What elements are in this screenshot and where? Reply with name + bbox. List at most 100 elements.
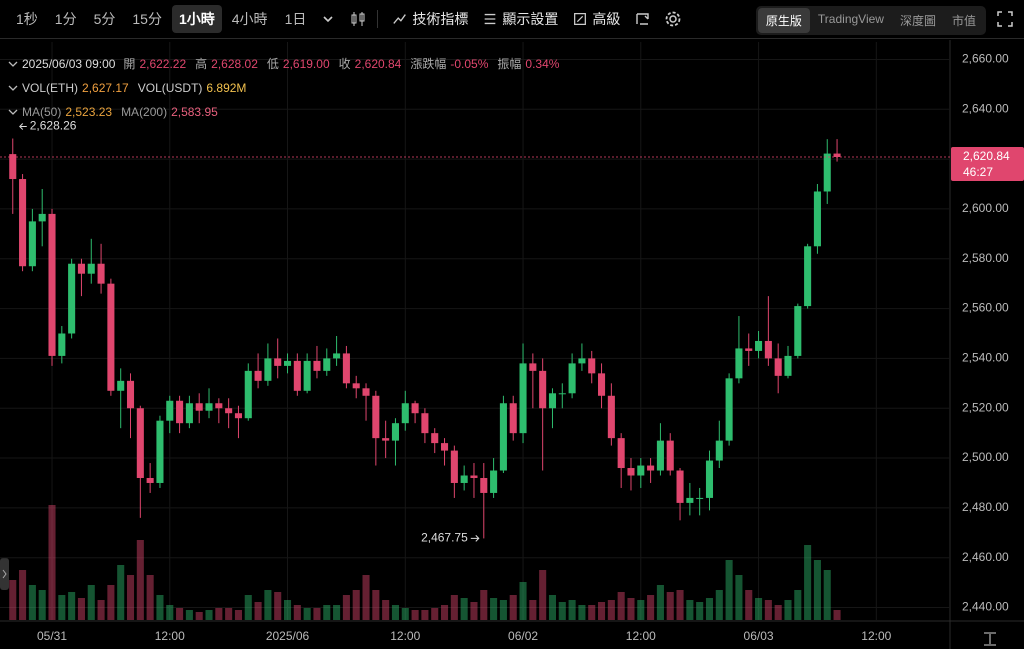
candle-body [539, 370, 547, 409]
field-value: 2,619.00 [282, 57, 330, 71]
candle-body [568, 363, 576, 394]
tool-button[interactable]: 顯示設置 [482, 9, 558, 29]
candle-body [804, 246, 812, 307]
volume-bar [784, 600, 792, 620]
volume-bar [696, 602, 704, 620]
chart: 2,440.00 2,460.00 2,480.00 2,500.00 2,520.00… [0, 40, 1024, 649]
volume-bar [715, 590, 723, 620]
axis-fit-icon[interactable] [984, 632, 996, 646]
volume-bar [548, 595, 557, 620]
candle-body [676, 470, 684, 503]
candle-body [725, 378, 733, 441]
candle-body [283, 360, 292, 366]
collapse-chevron[interactable] [8, 76, 22, 100]
view-tab[interactable]: TradingView [817, 12, 884, 26]
volume-bar [283, 600, 292, 620]
interval-button[interactable]: 4小時 [231, 11, 268, 27]
fullscreen-icon[interactable] [996, 10, 1014, 28]
interval-button[interactable]: 1日 [284, 11, 307, 27]
interval-button[interactable]: 1秒 [16, 11, 38, 27]
candle-body [647, 465, 655, 471]
candle-body [696, 497, 704, 499]
candle-body [784, 355, 792, 376]
candle-body [627, 468, 635, 476]
volume-bar [117, 565, 125, 620]
candle-body [421, 413, 429, 434]
chevron [8, 85, 18, 91]
candle-body [441, 443, 449, 451]
volume-bar [146, 575, 154, 620]
x-tick-label: 12:00 [155, 629, 185, 643]
candle-body [38, 213, 46, 222]
volume-bar [313, 608, 321, 620]
candle-body [401, 403, 409, 424]
view-tab[interactable]: 原生版 [757, 8, 810, 33]
x-tick-label: 06/02 [508, 629, 538, 643]
candle-body [166, 400, 174, 421]
volume-bar [293, 605, 301, 620]
volume-bar [215, 608, 223, 620]
volume-bar [607, 600, 615, 620]
candle-body [548, 393, 557, 409]
interval-button[interactable]: 15分 [132, 11, 162, 27]
volume-bar [303, 608, 311, 620]
tool-label: 高級 [592, 11, 621, 27]
chart-type-icon[interactable] [349, 10, 367, 28]
candle-body [509, 403, 517, 434]
interval-button[interactable]: 1小時 [171, 5, 222, 33]
x-tick-label: 12:00 [861, 629, 891, 643]
candle-body [9, 154, 17, 180]
side-handle[interactable] [0, 558, 9, 590]
ma-row: MA(50) 2,523.23 MA(200) 2,583.95 [8, 100, 568, 124]
x-tick-label: 12:00 [626, 629, 656, 643]
y-tick-label: 2,480.00 [962, 500, 1009, 514]
interval-button[interactable]: 1分 [54, 11, 77, 27]
field-label: MA(50) [22, 105, 62, 119]
collapse-chevron[interactable] [8, 52, 22, 76]
volume-bar [185, 610, 193, 620]
field-label: VOL(ETH) [22, 81, 79, 95]
candle-body [293, 360, 301, 391]
tool-button[interactable]: 技術指標 [392, 9, 468, 29]
field-label: VOL(USDT) [137, 81, 203, 95]
candle-body [254, 370, 262, 381]
candle-body [578, 358, 586, 364]
volume-bar [823, 570, 831, 620]
volume-bar [411, 610, 419, 620]
volume-bar [362, 575, 370, 620]
volume-bar [107, 585, 115, 620]
volume-bar [509, 595, 517, 620]
view-tab[interactable]: 市值 [951, 14, 976, 28]
candle-body [185, 403, 193, 424]
volume-bar [421, 610, 429, 620]
volume-bar [490, 598, 498, 620]
candle-body [823, 153, 831, 192]
y-tick-label: 2,520.00 [962, 400, 1009, 414]
view-tab[interactable]: 深度圖 [899, 14, 936, 28]
tool-button[interactable]: 高級 [572, 9, 620, 29]
volume-bar [745, 590, 753, 620]
candle-body [499, 403, 507, 471]
candle-body [372, 395, 380, 439]
volume-bar [598, 602, 606, 620]
candle-body [460, 475, 468, 483]
replay-icon[interactable] [634, 10, 652, 28]
tool-label: 技術指標 [412, 11, 469, 27]
field-value: 2,523.23 [65, 105, 113, 119]
volume-bar [244, 595, 252, 620]
settings-icon[interactable] [664, 10, 682, 28]
volume-bar [136, 540, 144, 620]
candle-body [735, 348, 743, 379]
volume-bar [68, 592, 76, 620]
volume-bar [372, 590, 380, 620]
candle-body [225, 408, 233, 414]
toolbar: 1秒 1分 5分 15分 1小時 4小時 1日 技術指標 顯示設置 高級 原生版 TradingV… [0, 0, 1024, 39]
volume-bar [234, 610, 242, 620]
collapse-chevron[interactable] [8, 100, 22, 124]
candle-body [764, 340, 772, 359]
volume-bar [401, 608, 409, 620]
interval-button[interactable]: 5分 [93, 11, 116, 27]
field-label: 收 [338, 57, 351, 71]
more-intervals[interactable] [321, 12, 335, 26]
field-value: 2,622.22 [139, 57, 187, 71]
